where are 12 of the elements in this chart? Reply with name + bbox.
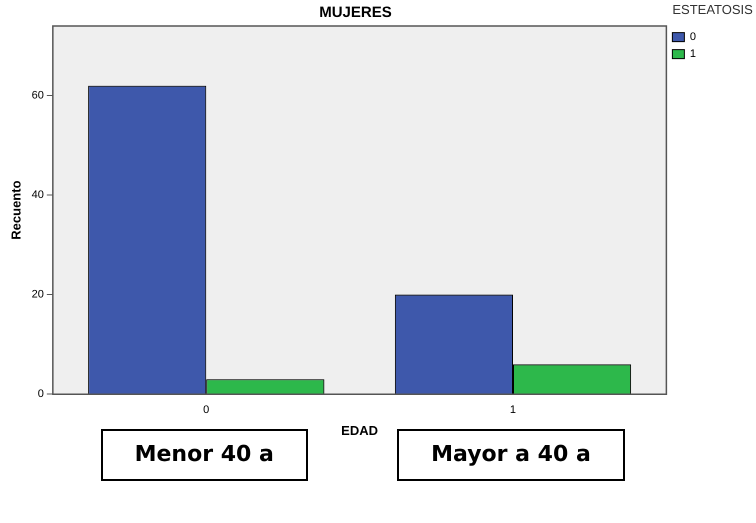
text: Menor 40 a (100, 429, 308, 482)
text: Mayor a 40 a (396, 429, 625, 482)
y-tick-label: 60 (32, 90, 44, 102)
x-axis-title: EDAD (341, 422, 378, 438)
y-axis-title: Recuento (8, 180, 24, 240)
legend-label: 1 (690, 48, 696, 60)
y-tick-label: 40 (32, 189, 44, 202)
legend-label: 0 (690, 31, 696, 44)
y-tick-label: 0 (38, 388, 44, 400)
y-tick-label: 20 (32, 288, 44, 301)
chart-title: MUJERES (319, 4, 392, 22)
legend-title: ESTEATOSIS (672, 2, 754, 18)
